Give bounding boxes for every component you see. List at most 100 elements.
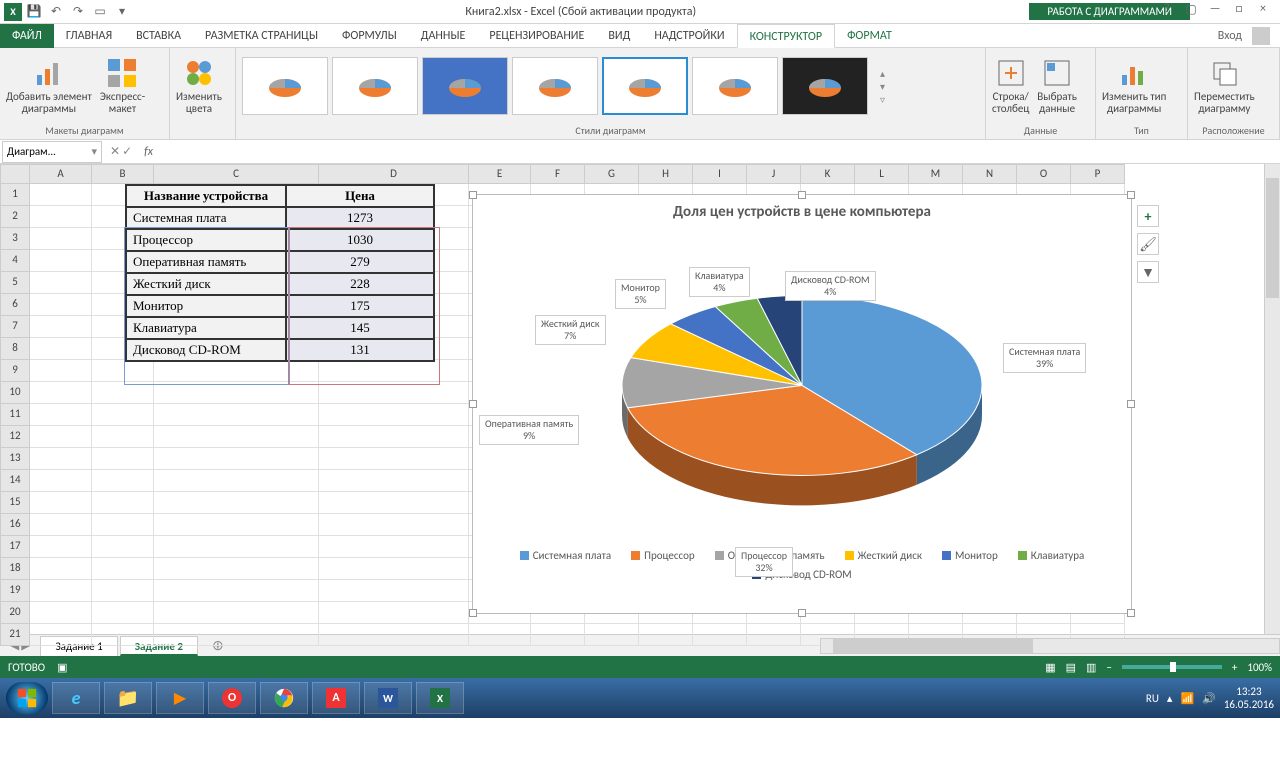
cell[interactable] <box>30 184 92 206</box>
cell[interactable] <box>154 470 319 492</box>
cell[interactable] <box>30 360 92 382</box>
col-header-O[interactable]: O <box>1017 164 1071 184</box>
quick-layout-button[interactable]: Экспресс- макет <box>100 57 145 115</box>
switch-row-col-button[interactable]: Строка/ столбец <box>992 57 1029 115</box>
table-cell[interactable]: Системная плата <box>126 207 286 229</box>
cell[interactable] <box>469 624 531 646</box>
tab-ДАННЫЕ[interactable]: ДАННЫЕ <box>409 24 478 48</box>
cell[interactable] <box>319 624 469 646</box>
table-cell[interactable]: Дисковод CD-ROM <box>126 339 286 361</box>
row-header-6[interactable]: 6 <box>0 294 30 316</box>
table-cell[interactable]: Монитор <box>126 295 286 317</box>
move-chart-button[interactable]: Переместить диаграмму <box>1194 57 1255 115</box>
row-header-14[interactable]: 14 <box>0 470 30 492</box>
cell[interactable] <box>154 448 319 470</box>
col-header-F[interactable]: F <box>531 164 585 184</box>
chart-callout[interactable]: Процессор32% <box>735 547 793 577</box>
accept-formula-icon[interactable]: ✓ <box>122 144 132 159</box>
col-header-I[interactable]: I <box>693 164 747 184</box>
taskbar-acrobat-icon[interactable]: A <box>312 682 360 714</box>
row-header-13[interactable]: 13 <box>0 448 30 470</box>
close-icon[interactable]: × <box>1252 2 1274 17</box>
cell[interactable] <box>30 580 92 602</box>
chart-callout[interactable]: Дисковод CD-ROM4% <box>785 271 876 301</box>
cell[interactable] <box>30 470 92 492</box>
login-label[interactable]: Вход <box>1218 29 1242 43</box>
styles-scroll-down-icon[interactable]: ▾ <box>880 80 885 93</box>
chart-style-5[interactable] <box>602 57 688 115</box>
row-header-9[interactable]: 9 <box>0 360 30 382</box>
cell[interactable] <box>92 382 154 404</box>
select-all-corner[interactable] <box>0 164 30 184</box>
row-header-19[interactable]: 19 <box>0 580 30 602</box>
save-icon[interactable]: 💾 <box>24 2 44 22</box>
cell[interactable] <box>693 624 747 646</box>
chart-title[interactable]: Доля цен устройств в цене компьютера <box>473 195 1131 225</box>
chart-callout[interactable]: Оперативная память9% <box>479 415 579 445</box>
chart-callout[interactable]: Клавиатура4% <box>689 267 750 297</box>
row-header-18[interactable]: 18 <box>0 558 30 580</box>
legend-item[interactable]: Системная плата <box>520 549 611 562</box>
data-table[interactable]: Название устройстваЦена Системная плата1… <box>125 184 435 362</box>
row-header-20[interactable]: 20 <box>0 602 30 624</box>
cell[interactable] <box>319 536 469 558</box>
start-button[interactable] <box>6 682 48 714</box>
resize-handle[interactable] <box>469 191 477 199</box>
col-header-C[interactable]: C <box>154 164 319 184</box>
select-data-button[interactable]: Выбрать данные <box>1037 57 1077 115</box>
resize-handle[interactable] <box>798 609 806 617</box>
tab-РАЗМЕТКА СТРАНИЦЫ[interactable]: РАЗМЕТКА СТРАНИЦЫ <box>193 24 330 48</box>
tab-ГЛАВНАЯ[interactable]: ГЛАВНАЯ <box>54 24 124 48</box>
cell[interactable] <box>30 558 92 580</box>
table-cell[interactable]: 145 <box>286 317 434 339</box>
tab-konstruktor[interactable]: КОНСТРУКТОР <box>737 24 835 48</box>
chart-style-6[interactable] <box>692 57 778 115</box>
tab-ФОРМУЛЫ[interactable]: ФОРМУЛЫ <box>330 24 409 48</box>
col-header-A[interactable]: A <box>30 164 92 184</box>
zoom-out-icon[interactable]: − <box>1106 661 1111 674</box>
chart-callout[interactable]: Жесткий диск7% <box>535 315 606 345</box>
legend-item[interactable]: Монитор <box>942 549 998 562</box>
name-box[interactable]: Диаграм...▾ <box>2 141 102 163</box>
taskbar-opera-icon[interactable]: O <box>208 682 256 714</box>
tray-network-icon[interactable]: 📶 <box>1180 692 1194 705</box>
cancel-formula-icon[interactable]: ✕ <box>110 144 120 159</box>
undo-icon[interactable]: ↶ <box>46 2 66 22</box>
cell[interactable] <box>30 294 92 316</box>
resize-handle[interactable] <box>469 609 477 617</box>
resize-handle[interactable] <box>1127 609 1135 617</box>
taskbar-chrome-icon[interactable] <box>260 682 308 714</box>
view-pagebreak-icon[interactable]: ▥ <box>1086 661 1096 674</box>
cell[interactable] <box>30 382 92 404</box>
cell[interactable] <box>154 624 319 646</box>
worksheet-grid[interactable]: ABCDEFGHIJKLMNOP 12345678910111213141516… <box>0 164 1280 634</box>
tab-format[interactable]: ФОРМАТ <box>835 24 904 48</box>
chart-style-1[interactable] <box>242 57 328 115</box>
cell[interactable] <box>30 536 92 558</box>
qat-more-icon[interactable]: ▾ <box>112 2 132 22</box>
table-cell[interactable]: 175 <box>286 295 434 317</box>
chart-style-4[interactable] <box>512 57 598 115</box>
col-header-K[interactable]: K <box>801 164 855 184</box>
table-cell[interactable]: Клавиатура <box>126 317 286 339</box>
table-cell[interactable]: 1030 <box>286 229 434 251</box>
cell[interactable] <box>92 492 154 514</box>
cell[interactable] <box>92 514 154 536</box>
row-header-10[interactable]: 10 <box>0 382 30 404</box>
cell[interactable] <box>92 448 154 470</box>
cell[interactable] <box>154 602 319 624</box>
tab-ВСТАВКА[interactable]: ВСТАВКА <box>124 24 193 48</box>
cell[interactable] <box>154 536 319 558</box>
chart-style-2[interactable] <box>332 57 418 115</box>
change-chart-type-button[interactable]: Изменить тип диаграммы <box>1102 57 1166 115</box>
cell[interactable] <box>319 580 469 602</box>
cell[interactable] <box>319 404 469 426</box>
tray-flag-icon[interactable]: ▴ <box>1167 692 1173 705</box>
cell[interactable] <box>319 360 469 382</box>
cell[interactable] <box>154 360 319 382</box>
cell[interactable] <box>30 624 92 646</box>
macro-record-icon[interactable]: ▣ <box>57 661 67 674</box>
row-header-16[interactable]: 16 <box>0 514 30 536</box>
tab-file[interactable]: ФАЙЛ <box>0 24 54 48</box>
row-header-5[interactable]: 5 <box>0 272 30 294</box>
